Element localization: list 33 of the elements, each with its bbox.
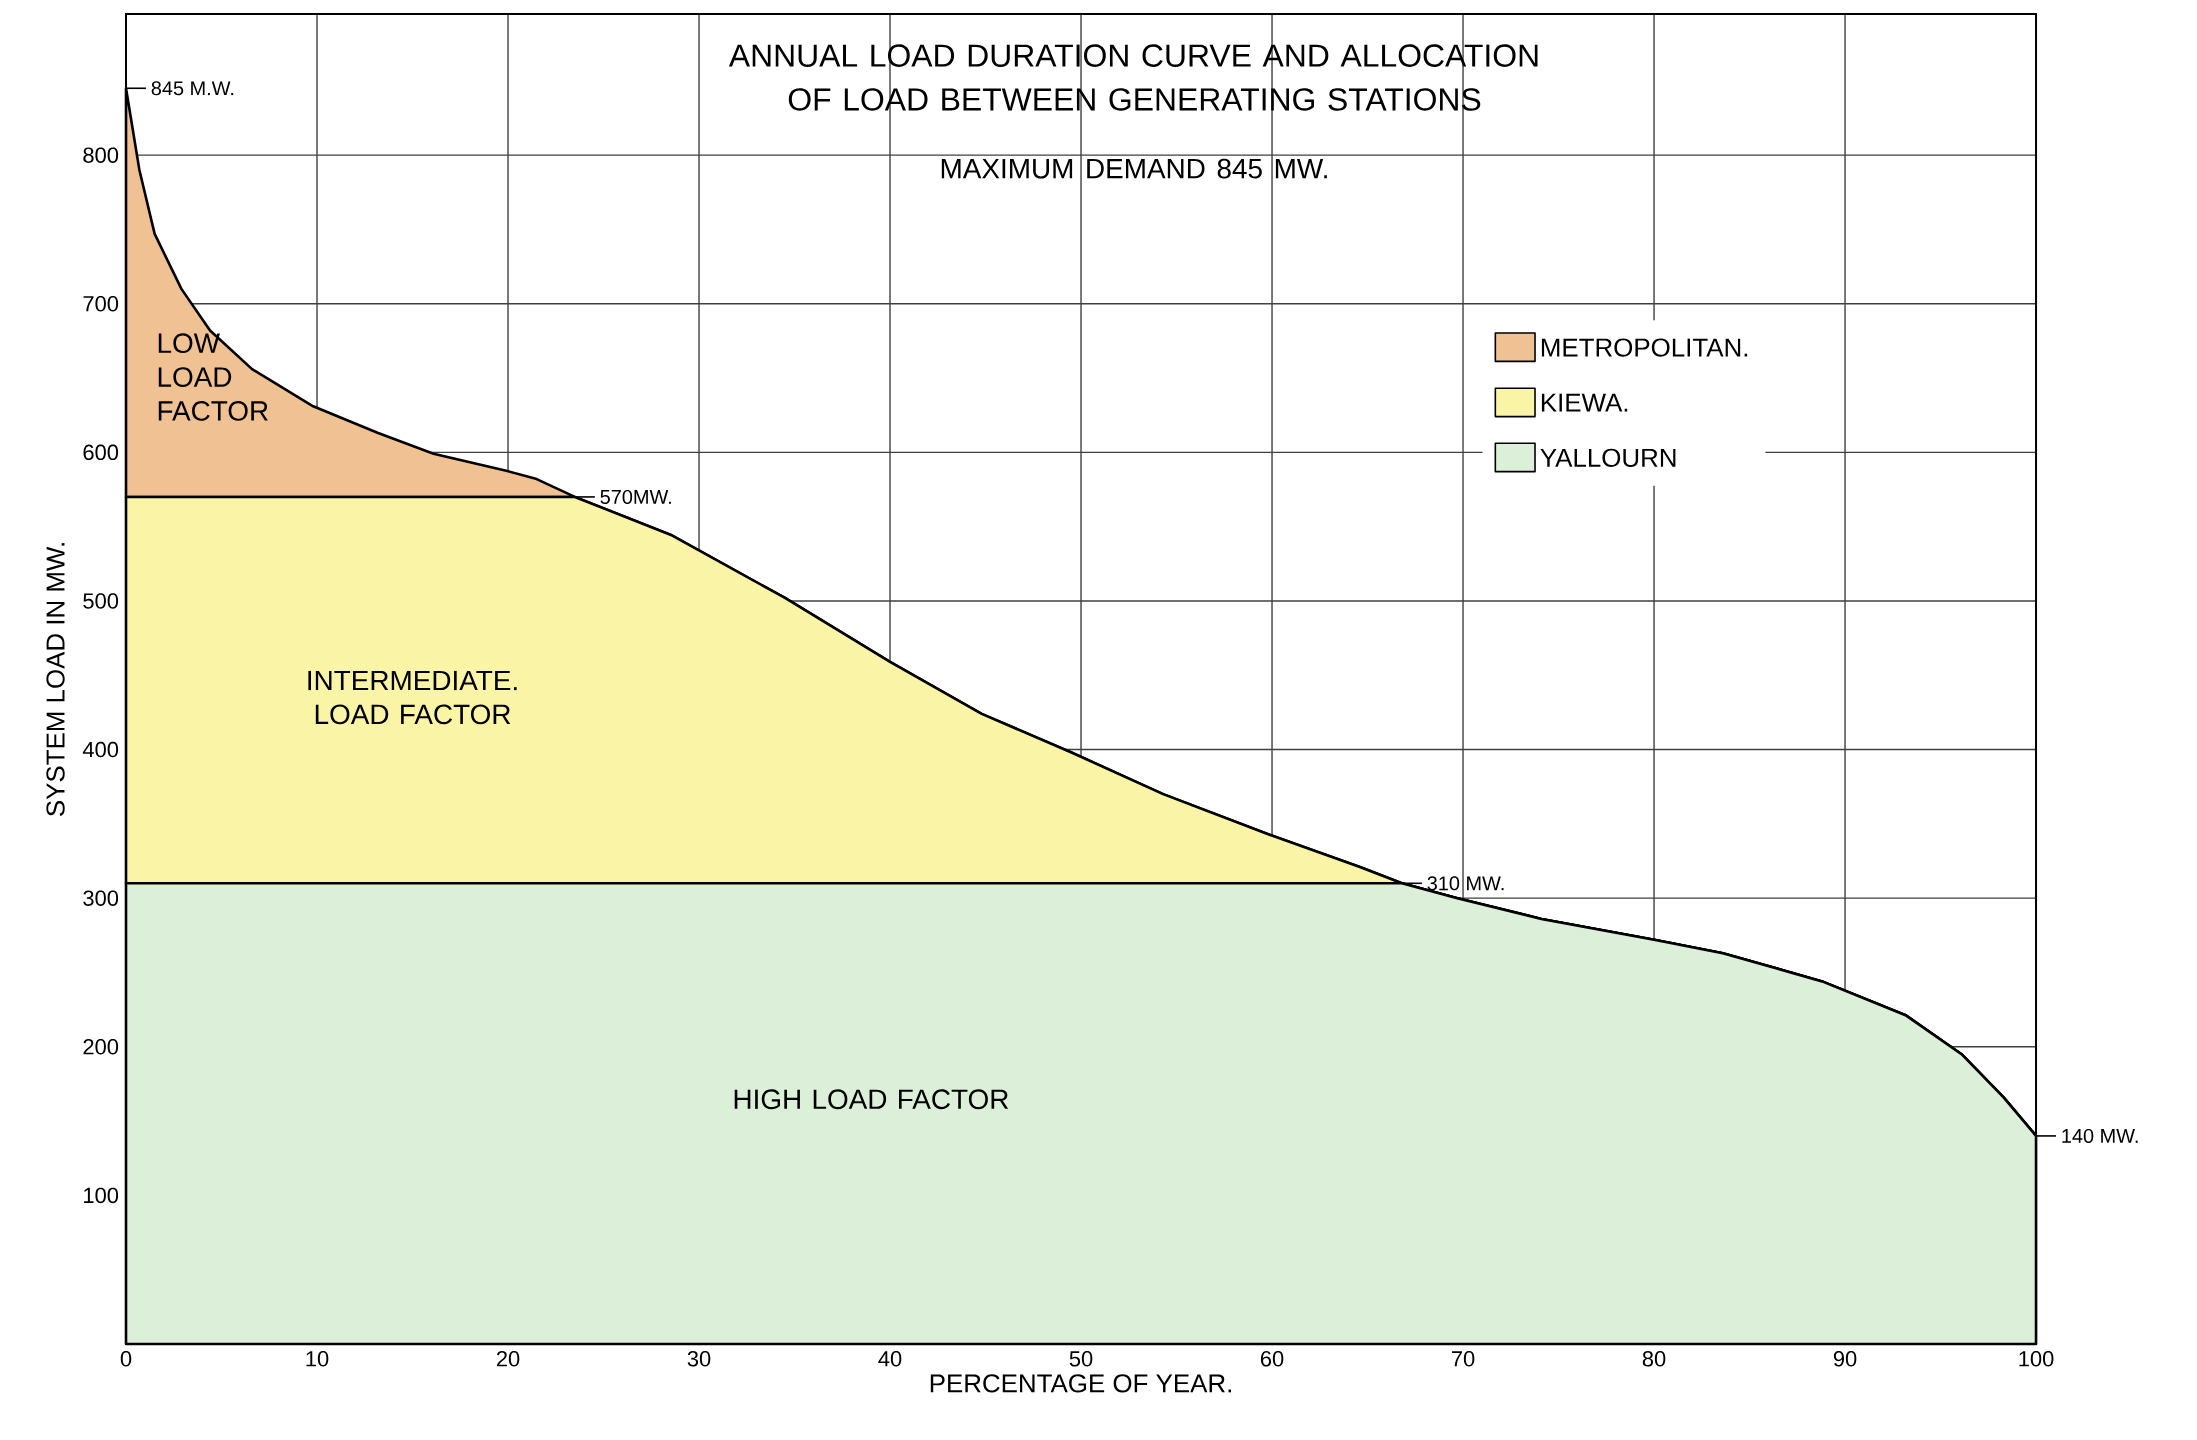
annotation: INTERMEDIATE. LOAD FACTOR bbox=[308, 670, 517, 725]
text: ANNUAL LOAD DURATION CURVE AND ALLOCATION OF LOAD BETWEEN GENERATING STATIONS bbox=[728, 44, 1538, 111]
y-tick-label: 800 bbox=[83, 147, 119, 163]
text: MAXIMUM DEMAND 845 MW. bbox=[941, 158, 1327, 179]
x-tick-label: 80 bbox=[1642, 1351, 1666, 1367]
x-tick-label: 0 bbox=[120, 1351, 132, 1367]
x-tick-label: 20 bbox=[496, 1351, 520, 1367]
x-tick-label: 40 bbox=[878, 1351, 902, 1367]
y-tick-label: 300 bbox=[83, 890, 119, 906]
annotation: 845 M.W. bbox=[151, 81, 234, 96]
legend-label: METROPOLITAN. bbox=[1541, 338, 1748, 357]
x-tick-label: 60 bbox=[1260, 1351, 1284, 1367]
x-tick-label: 70 bbox=[1451, 1351, 1475, 1367]
y-tick-label: 700 bbox=[83, 296, 119, 312]
y-axis-title: SYSTEM LOAD IN MW. bbox=[46, 543, 65, 816]
y-tick-label: 600 bbox=[83, 444, 119, 461]
x-tick-label: 100 bbox=[2019, 1351, 2054, 1367]
y-tick-label: 100 bbox=[84, 1187, 119, 1204]
y-tick-label: 500 bbox=[83, 593, 119, 609]
annotation: 310 MW. bbox=[1427, 876, 1504, 891]
y-tick-label: 400 bbox=[82, 741, 119, 758]
x-tick-label: 50 bbox=[1069, 1351, 1093, 1367]
x-tick-label: 10 bbox=[306, 1351, 329, 1367]
annotation: LOW LOAD FACTOR bbox=[158, 333, 268, 421]
x-tick-label: 30 bbox=[687, 1351, 711, 1367]
legend-label: YALLOURN bbox=[1540, 448, 1676, 467]
y-tick-label: 200 bbox=[83, 1039, 119, 1055]
annotation: HIGH LOAD FACTOR bbox=[734, 1089, 1009, 1110]
legend-label: KIEWA. bbox=[1541, 393, 1628, 412]
x-axis-title: PERCENTAGE OF YEAR. bbox=[930, 1374, 1231, 1393]
annotation: 140 MW. bbox=[2062, 1128, 2138, 1143]
x-tick-label: 90 bbox=[1833, 1351, 1857, 1367]
annotation: 570MW. bbox=[600, 489, 671, 504]
